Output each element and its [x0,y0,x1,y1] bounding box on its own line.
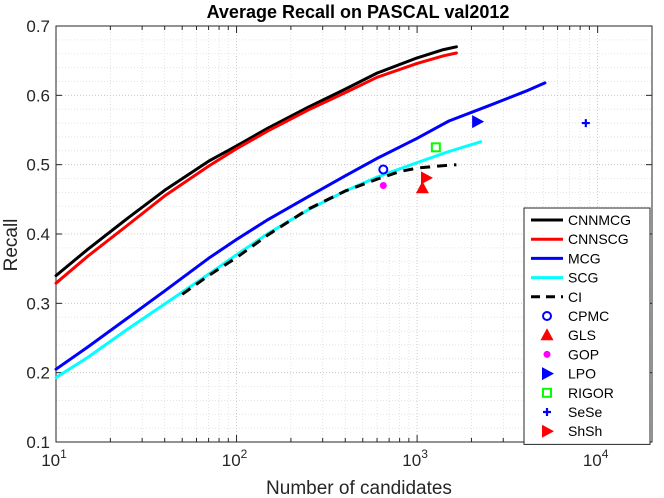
legend-label-shsh: ShSh [568,423,602,439]
legend-label-cnnscg: CNNSCG [568,231,629,247]
x-tick-label: 103 [402,447,428,470]
legend-marker-lpo [542,367,554,381]
y-axis-title: Recall [1,219,22,272]
legend-label-rigor: RIGOR [568,385,614,401]
legend-box [523,207,651,445]
legend-marker-rigor [542,387,552,398]
legend-label-scg: SCG [568,270,598,286]
y-tick-label: 0.6 [26,86,50,105]
series-line-cnnmcg [54,45,458,278]
marker-sese [581,119,590,128]
marker-lpo [472,115,485,129]
legend-label-gls: GLS [568,327,596,343]
marker-shsh [420,171,433,185]
legend-label-gop: GOP [568,346,599,362]
x-tick-label: 101 [41,447,67,470]
marker-gop [379,181,387,189]
y-tick-label: 0.4 [26,225,50,244]
legend-marker-gls [540,328,554,341]
legend-label-cpmc: CPMC [568,308,609,324]
y-tick-label: 0.1 [26,433,50,452]
y-tick-label: 0.3 [26,294,50,313]
legend-label-lpo: LPO [568,366,596,382]
series-line-scg [54,140,483,379]
chart-title: Average Recall on PASCAL val2012 [207,2,510,22]
y-tick-label: 0.2 [26,364,50,383]
series-line-cnnscg [54,51,458,285]
y-tick-label: 0.7 [26,17,50,36]
legend-marker-gop [543,350,551,358]
series-line-ci [181,163,457,296]
legend-marker-sese [543,408,551,416]
method-markers [378,115,590,194]
x-tick-label: 102 [222,447,248,470]
x-tick-label: 104 [583,447,609,470]
legend-label-sese: SeSe [568,404,602,420]
x-axis-title: Number of candidates [266,478,452,498]
marker-cpmc [378,164,389,175]
series-line-mcg [54,81,547,371]
marker-rigor [430,142,441,153]
series-lines [54,45,547,379]
marker-gls [415,181,429,194]
y-tick-label: 0.5 [26,156,50,175]
chart-legend: CNNMCG CNNSCG MCG SCG CI CPMC GLS GOP LPO RIGOR Se… [523,207,651,445]
legend-label-cnnmcg: CNNMCG [568,212,631,228]
legend-label-mcg: MCG [568,250,601,266]
legend-marker-cpmc [542,311,552,321]
legend-label-ci: CI [568,289,582,305]
legend-marker-shsh [542,424,554,438]
